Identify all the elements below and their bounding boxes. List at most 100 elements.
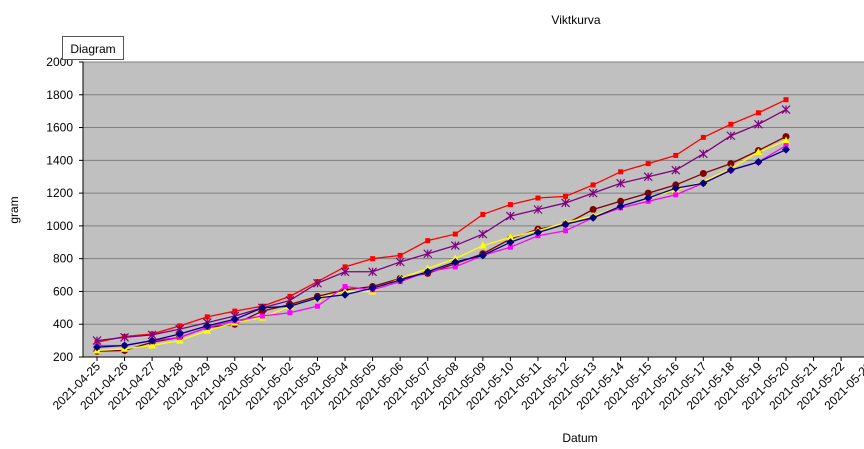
marker — [478, 229, 488, 239]
diagram-tab[interactable]: Diagram — [62, 36, 124, 60]
series-line — [96, 140, 787, 352]
y-tick-label: 1000 — [46, 219, 73, 233]
marker — [93, 343, 101, 352]
marker — [533, 205, 543, 214]
marker — [313, 294, 322, 302]
series-line — [97, 145, 787, 347]
y-tick-label: 200 — [53, 350, 73, 364]
marker — [590, 182, 596, 188]
marker — [175, 336, 184, 344]
marker — [148, 336, 157, 345]
marker — [478, 241, 487, 249]
y-tick-label: 600 — [53, 284, 73, 298]
marker — [203, 321, 212, 330]
marker — [755, 110, 761, 116]
marker — [342, 264, 348, 270]
marker — [368, 267, 378, 277]
marker — [700, 134, 706, 140]
marker — [727, 160, 735, 168]
marker — [396, 275, 405, 284]
marker — [452, 264, 458, 270]
marker — [203, 326, 212, 334]
marker — [754, 148, 763, 156]
marker — [423, 267, 432, 276]
marker — [563, 228, 569, 234]
marker — [616, 178, 626, 188]
marker — [617, 197, 625, 205]
marker — [480, 211, 486, 217]
marker — [643, 172, 653, 182]
marker — [175, 330, 184, 339]
marker — [450, 241, 460, 250]
marker — [120, 341, 129, 350]
marker — [783, 97, 789, 103]
marker — [618, 169, 624, 175]
marker — [397, 252, 403, 258]
series-line — [96, 99, 787, 343]
marker — [673, 152, 679, 158]
marker — [258, 303, 267, 312]
marker — [232, 308, 238, 314]
y-tick-label: 1400 — [46, 153, 73, 167]
marker — [726, 131, 736, 141]
marker — [754, 119, 763, 129]
y-tick-label: 1600 — [46, 121, 73, 135]
marker — [535, 195, 541, 201]
marker — [285, 302, 294, 311]
marker — [782, 136, 790, 144]
marker — [616, 202, 625, 211]
marker — [699, 179, 708, 188]
marker — [370, 256, 376, 262]
y-tick-label: 800 — [53, 252, 73, 266]
marker — [148, 341, 157, 349]
marker — [452, 231, 458, 237]
marker — [506, 238, 515, 247]
marker — [259, 313, 265, 319]
marker — [589, 213, 598, 222]
marker — [425, 238, 431, 244]
marker — [533, 228, 542, 237]
marker — [644, 194, 653, 203]
marker — [341, 290, 350, 299]
marker — [781, 105, 791, 114]
marker — [782, 133, 790, 141]
y-axis-label: gram — [7, 196, 21, 223]
marker — [505, 211, 515, 221]
marker — [645, 161, 651, 167]
marker — [287, 310, 293, 316]
marker — [561, 198, 570, 208]
marker — [673, 192, 679, 198]
marker — [423, 249, 433, 259]
marker — [204, 314, 210, 320]
marker — [726, 166, 735, 175]
marker — [314, 303, 320, 309]
marker — [671, 165, 681, 175]
series-line — [96, 149, 787, 348]
marker — [782, 145, 790, 154]
marker — [783, 143, 789, 149]
marker — [368, 284, 377, 293]
marker — [287, 293, 293, 299]
marker — [563, 193, 569, 199]
marker — [313, 278, 322, 288]
y-tick-label: 400 — [53, 317, 73, 331]
marker — [478, 251, 487, 260]
marker — [451, 257, 460, 266]
marker — [120, 332, 129, 342]
y-tick-label: 1800 — [46, 88, 73, 102]
y-tick-label: 1200 — [46, 186, 73, 200]
marker — [644, 189, 652, 197]
series-line — [96, 108, 787, 342]
marker — [728, 121, 734, 127]
marker — [506, 233, 515, 241]
marker — [342, 284, 348, 290]
marker — [754, 157, 763, 166]
chart-title: Viktkurva — [551, 13, 600, 27]
marker — [230, 315, 239, 324]
marker — [671, 184, 680, 193]
marker — [589, 206, 597, 213]
marker — [561, 220, 570, 229]
marker — [395, 257, 405, 267]
